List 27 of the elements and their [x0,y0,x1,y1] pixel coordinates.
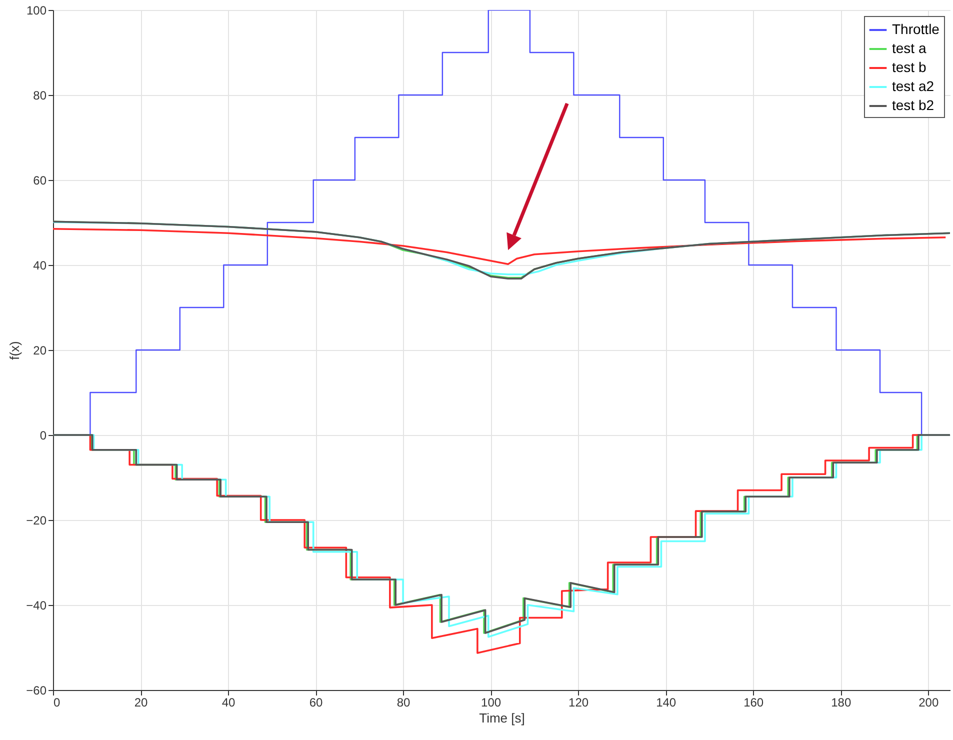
legend-label: test b2 [892,97,934,113]
x-tick-label: 20 [134,696,148,710]
x-axis-title: Time [s] [479,710,525,726]
legend-label: test a2 [892,78,934,94]
x-tick-label: 160 [744,696,764,710]
x-tick-label: 60 [309,696,324,710]
x-tick-label: 200 [918,696,939,710]
y-tick-label: 0 [40,428,47,442]
x-tick-label: 180 [831,696,852,710]
y-tick-label: −60 [26,684,47,698]
legend-label: test a [892,40,926,56]
y-axis-title: f(x) [7,341,22,360]
legend-label: Throttle [892,21,940,37]
y-tick-label: 80 [33,88,47,102]
y-tick-label: −40 [26,598,47,612]
y-tick-label: 100 [26,4,47,18]
x-tick-label: 80 [396,696,411,710]
y-tick-label: 20 [33,344,47,358]
y-tick-label: −20 [26,514,47,528]
x-tick-label: 0 [54,696,60,710]
x-tick-label: 120 [568,696,589,710]
x-tick-label: 40 [222,696,236,710]
y-tick-label: 60 [33,174,47,188]
legend-label: test b [892,59,926,75]
x-tick-label: 140 [656,696,676,710]
x-tick-label: 100 [481,696,502,710]
y-tick-label: 40 [33,258,47,272]
